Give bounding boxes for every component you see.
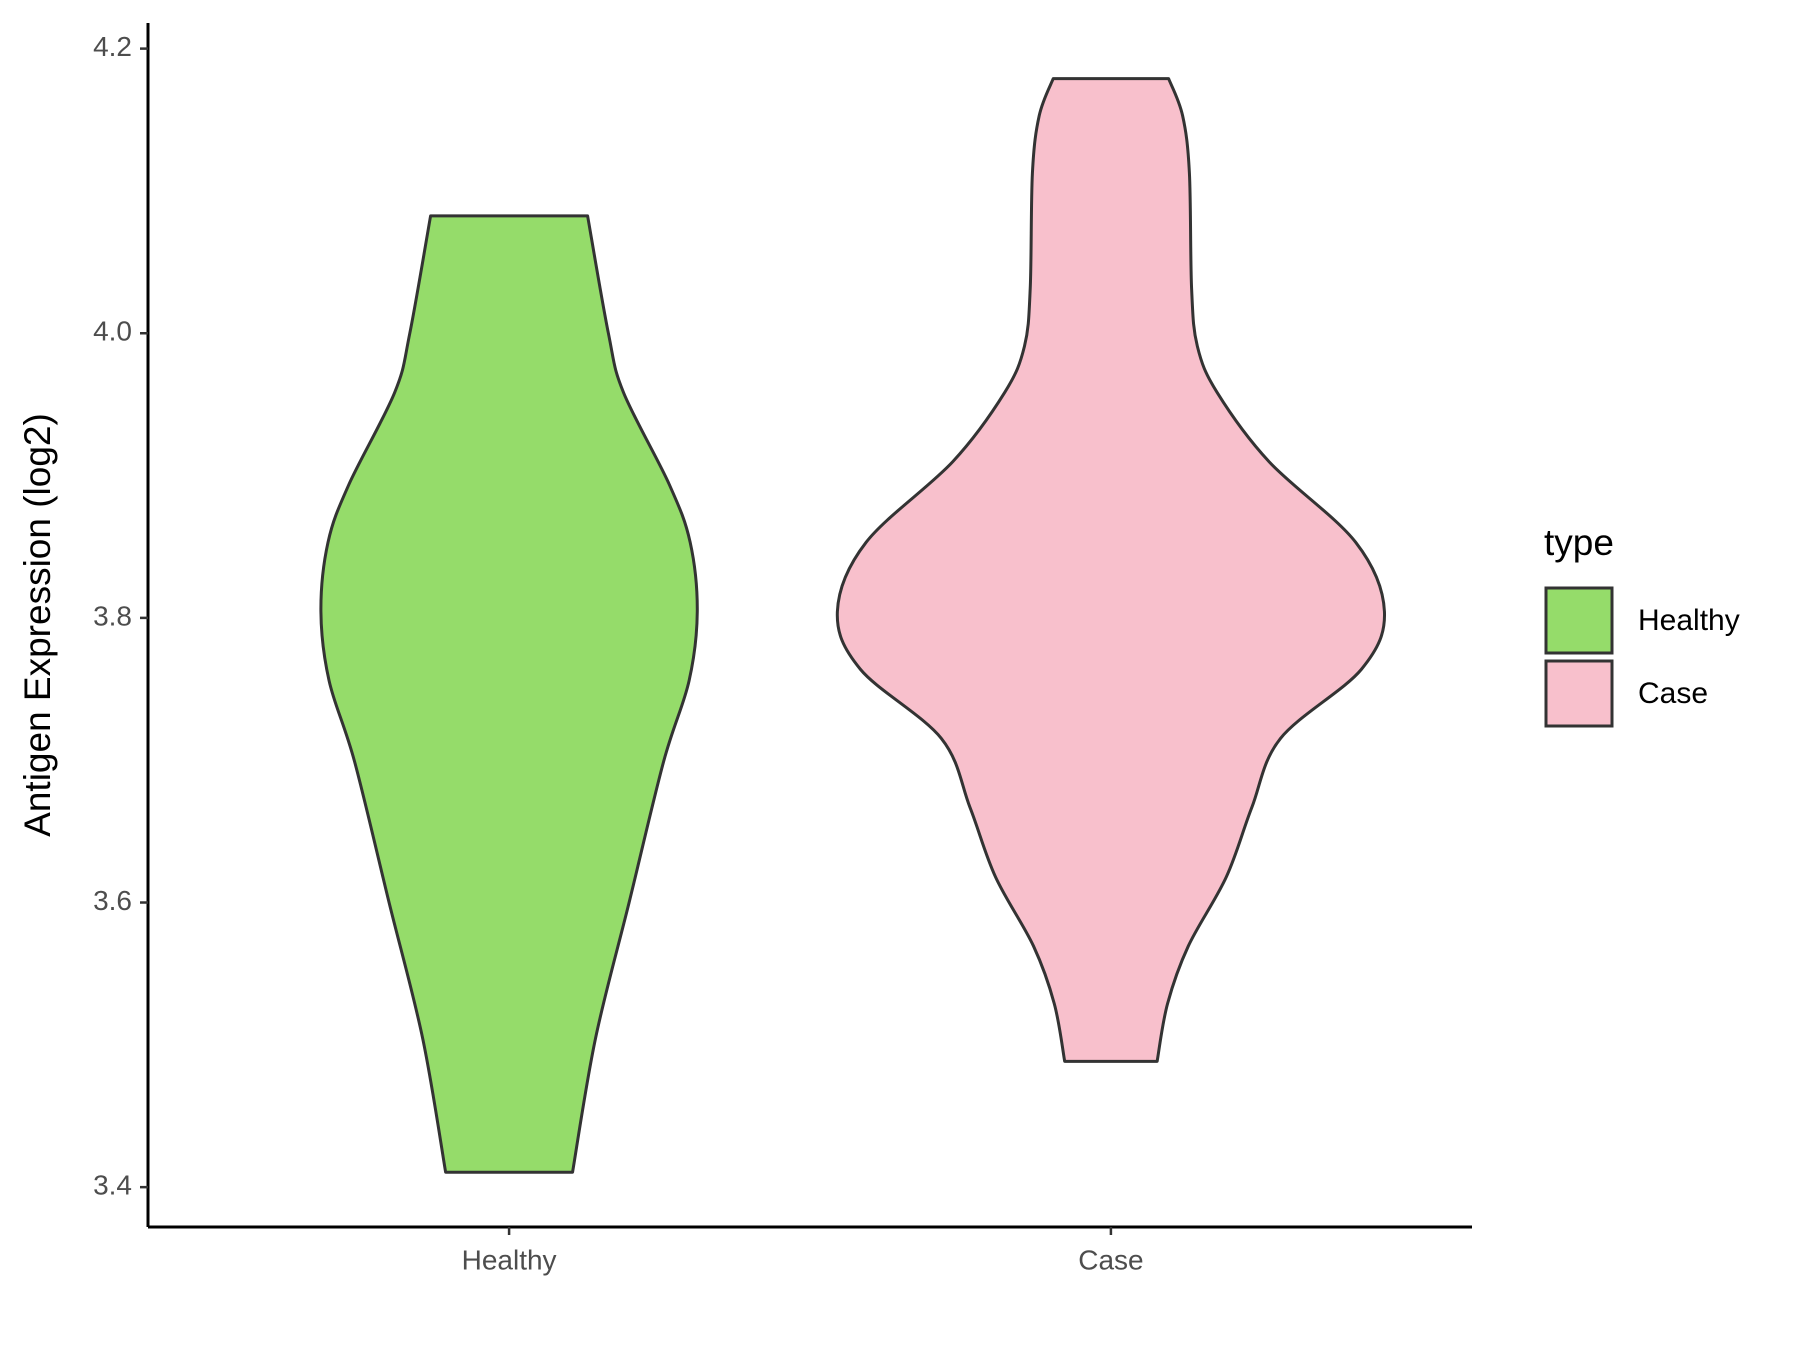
legend-key — [1544, 586, 1614, 655]
y-tick-label: 4.2 — [93, 31, 132, 62]
legend-label: Healthy — [1638, 604, 1740, 637]
y-axis-label: Antigen Expression (log2) — [17, 413, 58, 837]
y-tick-label: 3.4 — [93, 1170, 132, 1201]
violin — [835, 77, 1386, 1063]
y-tick-label: 3.6 — [93, 885, 132, 916]
y-tick-label: 3.8 — [93, 600, 132, 631]
x-tick-label: Healthy — [462, 1244, 557, 1275]
legend-key — [1544, 659, 1614, 728]
x-tick-label: Case — [1078, 1244, 1143, 1275]
y-tick-label: 4.0 — [93, 316, 132, 347]
legend-title: type — [1544, 522, 1614, 563]
violin — [319, 214, 699, 1174]
legend-label: Case — [1638, 677, 1708, 710]
